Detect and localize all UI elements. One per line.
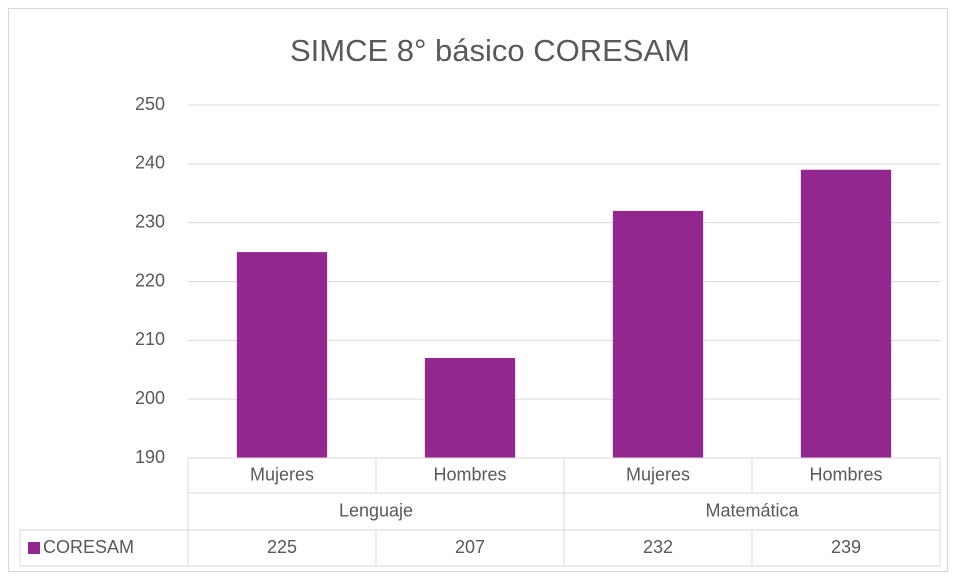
- y-tick-label: 210: [135, 329, 165, 349]
- y-tick-label: 240: [135, 153, 165, 173]
- table-value: 232: [643, 537, 673, 557]
- table-value: 225: [267, 537, 297, 557]
- x-tick-label: Hombres: [433, 464, 506, 484]
- bar: [800, 169, 892, 458]
- bar: [424, 357, 516, 458]
- bar: [612, 210, 704, 458]
- group-label: Matemática: [705, 500, 799, 520]
- y-tick-label: 250: [135, 94, 165, 114]
- legend-label: CORESAM: [43, 537, 134, 557]
- y-tick-label: 220: [135, 270, 165, 290]
- chart-border: [8, 8, 948, 572]
- legend-swatch: [28, 542, 40, 554]
- y-tick-label: 200: [135, 388, 165, 408]
- group-label: Lenguaje: [339, 500, 413, 520]
- bar: [236, 252, 328, 458]
- chart-title: SIMCE 8° básico CORESAM: [290, 33, 690, 68]
- table-value: 207: [455, 537, 485, 557]
- y-tick-label: 190: [135, 447, 165, 467]
- x-tick-label: Hombres: [809, 464, 882, 484]
- x-tick-label: Mujeres: [250, 464, 314, 484]
- x-tick-label: Mujeres: [626, 464, 690, 484]
- y-tick-label: 230: [135, 211, 165, 231]
- table-value: 239: [831, 537, 861, 557]
